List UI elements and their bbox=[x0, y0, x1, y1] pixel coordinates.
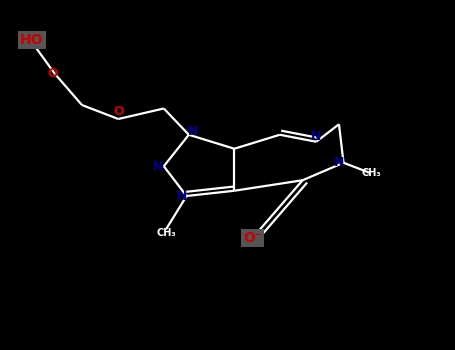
Text: N: N bbox=[311, 130, 321, 143]
Text: CH₃: CH₃ bbox=[156, 228, 176, 238]
Text: N: N bbox=[177, 189, 187, 203]
Text: O⁻: O⁻ bbox=[243, 231, 262, 245]
Text: HO: HO bbox=[20, 33, 44, 47]
Text: CH₃: CH₃ bbox=[361, 168, 381, 178]
Text: N: N bbox=[153, 160, 163, 173]
Text: O: O bbox=[113, 105, 124, 119]
Text: N: N bbox=[188, 125, 198, 138]
Text: N: N bbox=[334, 156, 344, 169]
Text: O: O bbox=[47, 67, 58, 80]
